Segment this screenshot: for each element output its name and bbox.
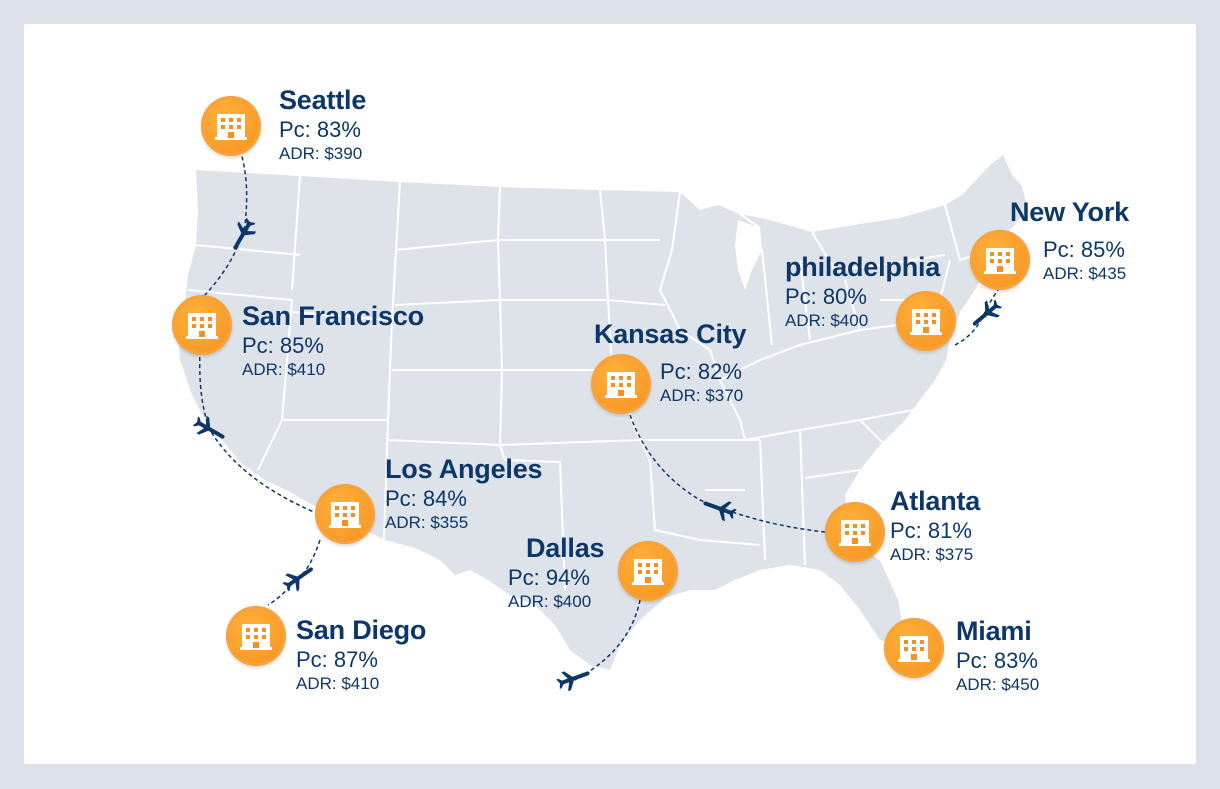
city-label-new-york: New York (1010, 196, 1129, 228)
city-adr: ADR: $410 (296, 674, 380, 693)
great-lakes-shape (735, 220, 762, 290)
hotel-building-icon (186, 313, 218, 339)
city-name: San Francisco (242, 301, 424, 331)
hotel-marker-atlanta[interactable] (825, 502, 885, 562)
hotel-marker-san-diego[interactable] (226, 606, 286, 666)
city-pc: Pc: 82% (660, 359, 742, 384)
city-adr: ADR: $355 (385, 513, 469, 532)
city-label-san-diego: San Diego Pc: 87% ADR: $410 (296, 614, 426, 695)
route-seattle-san-francisco (199, 149, 248, 301)
route-philadelphia-new-york (954, 289, 999, 346)
airplane-icon (703, 501, 737, 522)
airplane-icon (192, 415, 225, 439)
city-pc: Pc: 84% (385, 486, 467, 511)
city-name: Atlanta (890, 486, 981, 516)
florida-shape (845, 540, 905, 650)
city-name: philadelphia (785, 252, 941, 282)
airplane-icon (972, 299, 1003, 326)
city-label-miami: Miami Pc: 83% ADR: $450 (956, 615, 1039, 696)
city-name: Miami (956, 616, 1032, 646)
city-adr: ADR: $435 (1043, 264, 1127, 283)
city-label-kansas-city: Kansas City (594, 318, 747, 350)
route-kansas-city-atlanta (629, 414, 826, 533)
hotel-building-icon (632, 559, 664, 585)
hotel-marker-san-francisco[interactable] (172, 295, 232, 355)
city-adr: ADR: $400 (508, 592, 592, 611)
hotel-building-icon (605, 372, 637, 398)
city-stats-new-york: Pc: 85% ADR: $435 (1043, 236, 1126, 285)
route-san-francisco-los-angeles (198, 349, 315, 513)
city-adr: ADR: $390 (279, 144, 363, 163)
city-label-dallas: Dallas Pc: 94% ADR: $400 (508, 532, 605, 613)
hotel-marker-kansas-city[interactable] (591, 354, 651, 414)
hotel-building-icon (910, 309, 942, 335)
hotel-marker-dallas[interactable] (618, 541, 678, 601)
city-pc: Pc: 81% (890, 518, 972, 543)
hotel-marker-new-york[interactable] (970, 230, 1030, 290)
city-name: New York (1010, 197, 1129, 227)
hotel-building-icon (240, 624, 272, 650)
hotel-building-icon (329, 502, 361, 528)
city-name: Kansas City (594, 319, 747, 349)
airplane-icon (233, 217, 257, 250)
city-pc: Pc: 94% (508, 565, 590, 590)
city-pc: Pc: 83% (279, 117, 361, 142)
hotel-marker-miami[interactable] (884, 618, 944, 678)
city-name: Dallas (526, 533, 605, 563)
hotel-building-icon (215, 114, 247, 140)
city-stats-kansas-city: Pc: 82% ADR: $370 (660, 358, 743, 407)
city-adr: ADR: $410 (242, 360, 326, 379)
city-label-atlanta: Atlanta Pc: 81% ADR: $375 (890, 485, 980, 566)
city-adr: ADR: $400 (785, 311, 869, 330)
city-pc: Pc: 85% (1043, 237, 1125, 262)
route-los-angeles-san-diego (267, 539, 321, 606)
city-name: San Diego (296, 615, 427, 645)
city-adr: ADR: $375 (890, 545, 974, 564)
city-label-san-francisco: San Francisco Pc: 85% ADR: $410 (242, 300, 424, 381)
hotel-marker-los-angeles[interactable] (315, 484, 375, 544)
city-name: Los Angeles (385, 454, 543, 484)
city-adr: ADR: $450 (956, 675, 1040, 694)
airplane-icon (282, 567, 313, 592)
airplane-icon (556, 671, 590, 692)
hotel-marker-philadelphia[interactable] (896, 291, 956, 351)
hotel-building-icon (839, 520, 871, 546)
city-pc: Pc: 85% (242, 333, 324, 358)
city-adr: ADR: $370 (660, 386, 744, 405)
hotel-building-icon (984, 248, 1016, 274)
hotel-marker-seattle[interactable] (201, 96, 261, 156)
city-pc: Pc: 80% (785, 284, 867, 309)
us-mainland-shape (178, 155, 1028, 670)
city-label-los-angeles: Los Angeles Pc: 84% ADR: $355 (385, 453, 543, 534)
city-label-seattle: Seattle Pc: 83% ADR: $390 (279, 84, 366, 165)
city-label-philadelphia: philadelphia Pc: 80% ADR: $400 (785, 251, 940, 332)
hotel-building-icon (898, 636, 930, 662)
city-pc: Pc: 87% (296, 647, 378, 672)
city-pc: Pc: 83% (956, 648, 1038, 673)
city-name: Seattle (279, 85, 367, 115)
